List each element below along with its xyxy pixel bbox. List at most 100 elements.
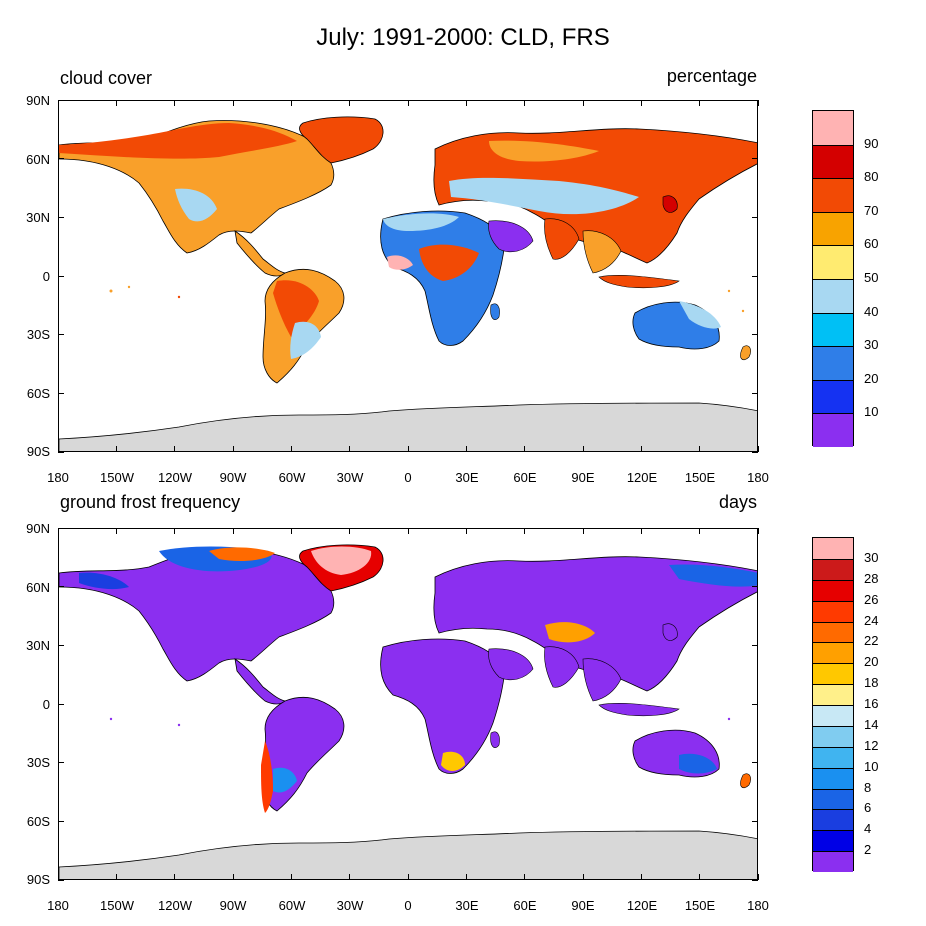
landmass-arabia: [488, 220, 534, 253]
landmass-japan: [662, 623, 678, 641]
lat-label: 90N: [26, 521, 50, 536]
map-plot-area: [58, 528, 758, 880]
axis-tick: [752, 644, 758, 646]
colorbar-swatch: [813, 600, 853, 622]
lon-label: 90E: [571, 470, 595, 485]
axis-tick: [407, 528, 409, 534]
landmass-eurasia: [433, 556, 757, 692]
colorbar-label: 20: [864, 654, 879, 670]
colorbar-swatch: [813, 346, 853, 380]
colorbar-swatch: [813, 684, 853, 705]
landmass-north-america-high: [59, 123, 297, 159]
axis-tick: [174, 528, 176, 534]
island: [127, 285, 131, 289]
axis-tick: [465, 528, 467, 534]
colorbar-swatch: [813, 245, 853, 279]
landmass-indonesia: [598, 703, 680, 717]
lat-label: 0: [42, 269, 50, 284]
colorbar-swatch: [813, 788, 853, 810]
axis-tick: [58, 99, 64, 101]
axis-tick: [174, 100, 176, 106]
landmass-new-zealand: [740, 773, 751, 788]
axis-tick: [752, 820, 758, 822]
colorbar-label: 18: [864, 675, 879, 691]
lon-label: 60E: [513, 470, 537, 485]
axis-tick: [582, 100, 584, 106]
axis-tick: [465, 100, 467, 106]
landmass-central-america: [234, 230, 286, 277]
axis-tick: [757, 874, 759, 880]
axis-tick: [174, 874, 176, 880]
lon-label: 120E: [626, 898, 658, 913]
landmass-south-america-core: [273, 280, 319, 337]
lat-label: 90N: [26, 93, 50, 108]
axis-tick: [640, 100, 642, 106]
colorbar-swatch: [813, 144, 853, 179]
colorbar-label: 14: [864, 716, 879, 732]
colorbar-label: 80: [864, 169, 879, 185]
lon-label: 90E: [571, 898, 595, 913]
lon-label: 90W: [219, 470, 247, 485]
map-canvas: [59, 116, 757, 451]
colorbar-swatch: [813, 579, 853, 601]
axis-tick: [58, 392, 64, 394]
lat-label: 60N: [26, 580, 50, 595]
lon-label: 180: [47, 470, 69, 485]
colorbar-swatch: [813, 111, 853, 145]
colorbar-swatch: [813, 767, 853, 789]
axis-tick: [524, 874, 526, 880]
colorbar-label: 40: [864, 303, 879, 319]
axis-tick: [349, 446, 351, 452]
map-plot-area: [58, 100, 758, 452]
lon-label: 180: [47, 898, 69, 913]
lon-label: 0: [404, 898, 412, 913]
lat-label: 30N: [26, 210, 50, 225]
colorbar-swatch: [813, 312, 853, 347]
colorbar-swatch: [813, 809, 853, 831]
colorbar-swatch: [813, 746, 853, 768]
axis-tick: [524, 446, 526, 452]
colorbar-swatch: [813, 663, 853, 685]
axis-tick: [290, 446, 292, 452]
axis-tick: [407, 874, 409, 880]
landmass-north-america-west: [79, 572, 129, 590]
colorbar-swatch: [813, 705, 853, 726]
colorbar-label: 50: [864, 270, 879, 285]
lon-label: 120E: [626, 470, 658, 485]
lat-label: 60N: [26, 152, 50, 167]
axis-tick: [58, 703, 64, 705]
axis-tick: [349, 874, 351, 880]
axis-tick: [752, 216, 758, 218]
colorbar-label: 4: [864, 821, 872, 837]
lon-label: 90W: [219, 898, 247, 913]
colorbar-swatch: [813, 178, 853, 212]
colorbar-swatch: [813, 413, 853, 447]
panel-left-label: ground frost frequency: [60, 492, 241, 512]
colorbar-label: 30: [864, 337, 879, 353]
landmass-africa-pink: [387, 255, 413, 270]
landmass-central-america: [234, 658, 286, 705]
lon-label: 60E: [513, 898, 537, 913]
landmass-siberia-east: [669, 564, 757, 587]
axis-tick: [752, 275, 758, 277]
colorbar-label: 2: [864, 842, 872, 858]
figure-title: July: 1991-2000: CLD, FRS: [316, 24, 610, 51]
lon-label: 60W: [278, 898, 306, 913]
axis-tick: [524, 528, 526, 534]
axis-tick: [752, 762, 758, 764]
colorbar-label: 16: [864, 696, 879, 711]
axis-tick: [349, 100, 351, 106]
axis-tick: [582, 528, 584, 534]
axis-tick: [58, 334, 64, 336]
landmass-greenland: [299, 116, 384, 164]
axis-tick: [465, 446, 467, 452]
lon-label: 0: [404, 470, 412, 485]
lat-label: 30S: [26, 755, 50, 770]
axis-tick: [699, 446, 701, 452]
axis-tick: [58, 762, 64, 764]
island: [177, 295, 181, 299]
axis-tick: [58, 216, 64, 218]
landmass-antarctica: [59, 830, 757, 879]
lat-label: 90S: [26, 872, 50, 887]
landmass-africa: [380, 638, 506, 774]
